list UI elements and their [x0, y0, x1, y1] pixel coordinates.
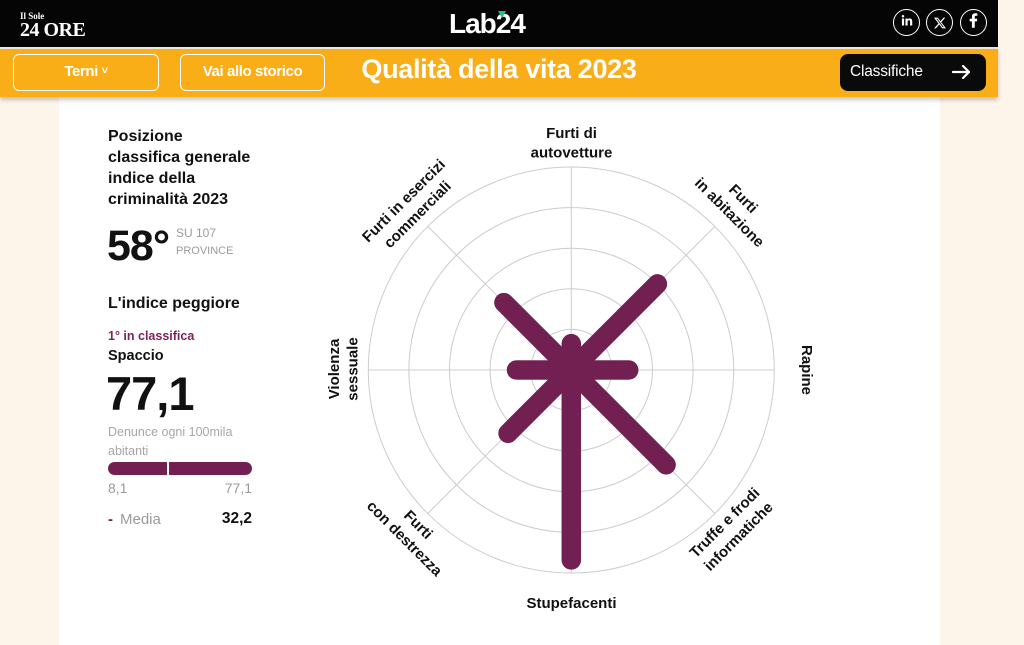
svg-text:Furti di: Furti di — [546, 125, 597, 142]
svg-text:Stupefacenti: Stupefacenti — [526, 595, 616, 612]
svg-text:Violenza: Violenza — [326, 338, 343, 399]
svg-text:con destrezza: con destrezza — [363, 498, 446, 581]
svg-text:Rapine: Rapine — [798, 345, 815, 395]
svg-text:sessuale: sessuale — [345, 337, 362, 400]
svg-text:autovetture: autovetture — [531, 145, 613, 162]
